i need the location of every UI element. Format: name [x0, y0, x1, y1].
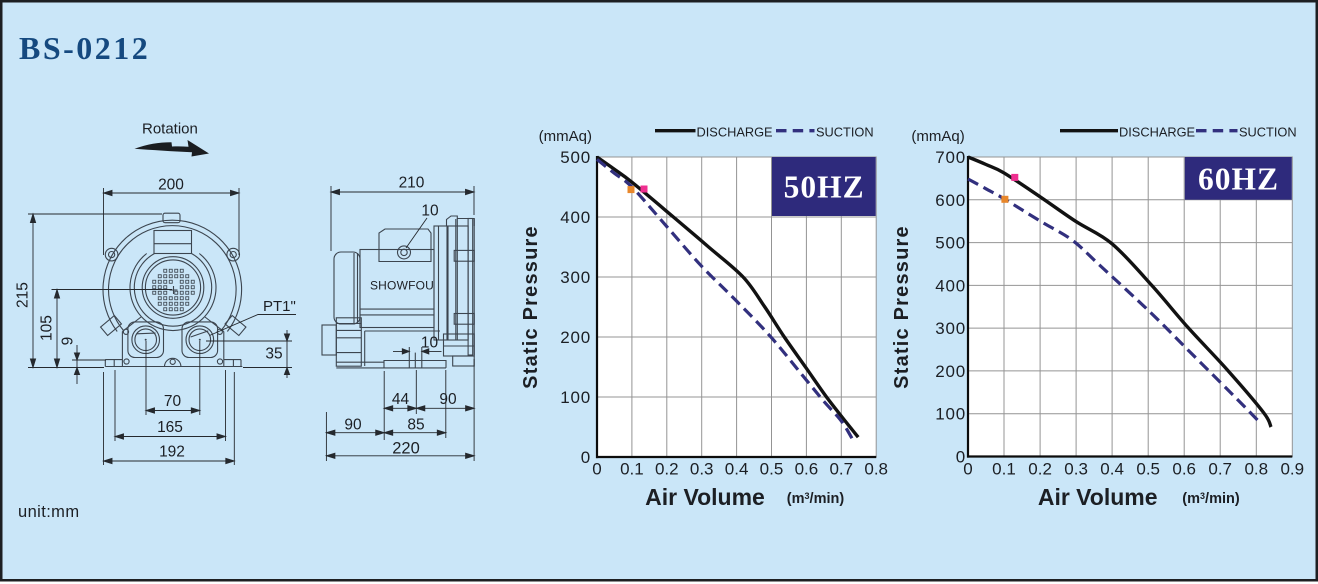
svg-text:unit:mm: unit:mm — [18, 503, 79, 521]
svg-text:35: 35 — [265, 346, 282, 363]
svg-text:DISCHARGE: DISCHARGE — [1119, 124, 1195, 139]
svg-text:400: 400 — [560, 208, 591, 227]
svg-text:100: 100 — [935, 405, 966, 424]
svg-text:400: 400 — [935, 276, 966, 295]
svg-text:220: 220 — [392, 440, 420, 458]
svg-text:215: 215 — [15, 282, 32, 308]
svg-text:0.6: 0.6 — [1172, 460, 1196, 479]
svg-text:44: 44 — [392, 391, 410, 408]
svg-text:0.6: 0.6 — [795, 460, 819, 479]
svg-text:90: 90 — [439, 391, 457, 408]
svg-text:0.3: 0.3 — [1064, 460, 1088, 479]
svg-text:10: 10 — [421, 203, 439, 220]
svg-text:(mmAq): (mmAq) — [911, 128, 964, 145]
svg-text:Air Volume: Air Volume — [645, 484, 765, 510]
svg-text:300: 300 — [935, 319, 966, 338]
svg-text:Air Volume: Air Volume — [1038, 484, 1158, 510]
svg-text:500: 500 — [560, 148, 591, 167]
svg-text:DISCHARGE: DISCHARGE — [697, 124, 773, 139]
svg-text:192: 192 — [159, 444, 185, 461]
svg-text:70: 70 — [164, 393, 182, 410]
svg-text:0.7: 0.7 — [1208, 460, 1232, 479]
svg-text:165: 165 — [157, 419, 183, 436]
svg-text:0.7: 0.7 — [829, 460, 853, 479]
svg-text:(m3/min): (m3/min) — [1182, 491, 1240, 507]
svg-text:200: 200 — [158, 177, 184, 194]
svg-text:60HZ: 60HZ — [1198, 162, 1279, 197]
svg-text:90: 90 — [344, 417, 362, 434]
svg-text:0.8: 0.8 — [864, 460, 888, 479]
svg-text:SHOWFOU: SHOWFOU — [370, 279, 434, 293]
svg-text:(m3/min): (m3/min) — [787, 491, 845, 507]
svg-text:105: 105 — [39, 315, 56, 341]
svg-text:0.2: 0.2 — [655, 460, 679, 479]
svg-text:0.4: 0.4 — [1100, 460, 1124, 479]
svg-text:0.1: 0.1 — [620, 460, 644, 479]
svg-text:PT1": PT1" — [263, 298, 296, 315]
svg-text:0.9: 0.9 — [1280, 460, 1304, 479]
svg-text:0.3: 0.3 — [690, 460, 714, 479]
svg-text:0: 0 — [963, 460, 972, 479]
svg-text:700: 700 — [935, 148, 966, 167]
svg-text:(mmAq): (mmAq) — [539, 128, 592, 145]
svg-text:0: 0 — [592, 460, 601, 479]
svg-text:0.4: 0.4 — [725, 460, 749, 479]
svg-text:SUCTION: SUCTION — [1239, 124, 1297, 139]
svg-text:200: 200 — [935, 362, 966, 381]
svg-text:0: 0 — [956, 448, 966, 467]
svg-text:SUCTION: SUCTION — [816, 124, 874, 139]
svg-text:0.5: 0.5 — [760, 460, 784, 479]
svg-text:Rotation: Rotation — [142, 121, 198, 138]
svg-text:0: 0 — [581, 448, 591, 467]
svg-text:BS-0212: BS-0212 — [19, 30, 150, 66]
svg-text:10: 10 — [421, 335, 439, 352]
svg-text:500: 500 — [935, 234, 966, 253]
svg-text:0.8: 0.8 — [1244, 460, 1268, 479]
svg-text:0.5: 0.5 — [1136, 460, 1160, 479]
svg-text:Static Pressure: Static Pressure — [891, 225, 913, 389]
svg-text:0.2: 0.2 — [1028, 460, 1052, 479]
svg-text:200: 200 — [560, 328, 591, 347]
svg-text:100: 100 — [560, 388, 591, 407]
svg-text:50HZ: 50HZ — [784, 170, 865, 205]
svg-text:Static Pressure: Static Pressure — [520, 225, 542, 389]
svg-text:600: 600 — [935, 191, 966, 210]
svg-text:300: 300 — [560, 268, 591, 287]
svg-text:210: 210 — [399, 175, 425, 192]
svg-text:9: 9 — [60, 337, 77, 346]
svg-text:85: 85 — [407, 417, 424, 434]
svg-text:0.1: 0.1 — [992, 460, 1016, 479]
